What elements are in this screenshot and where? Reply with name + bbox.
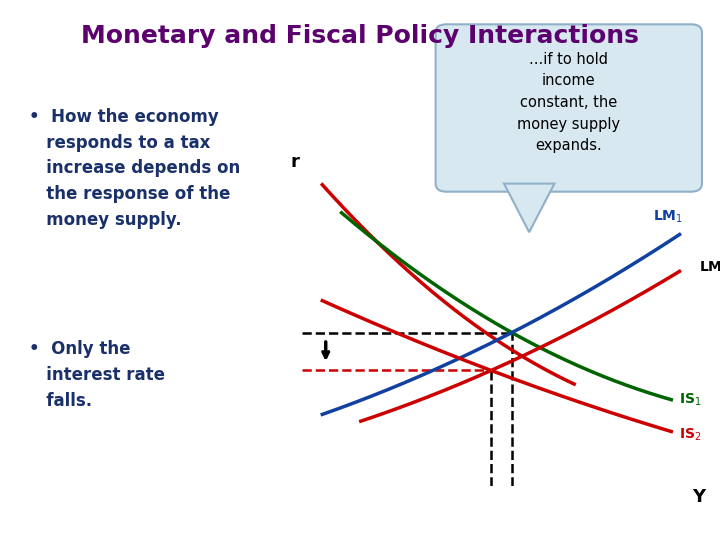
Text: •  How the economy
   responds to a tax
   increase depends on
   the response o: • How the economy responds to a tax incr… (29, 108, 240, 229)
Polygon shape (504, 184, 554, 232)
Text: ...if to hold
income
constant, the
money supply
expands.: ...if to hold income constant, the money… (517, 52, 621, 153)
Text: Y: Y (693, 488, 706, 507)
Text: IS$_2$: IS$_2$ (679, 427, 701, 443)
Text: LM$_2$: LM$_2$ (699, 260, 720, 276)
Text: r: r (290, 153, 299, 171)
Text: LM$_1$: LM$_1$ (653, 208, 683, 225)
Text: Monetary and Fiscal Policy Interactions: Monetary and Fiscal Policy Interactions (81, 24, 639, 48)
FancyBboxPatch shape (436, 24, 702, 192)
Text: •  Only the
   interest rate
   falls.: • Only the interest rate falls. (29, 340, 165, 410)
Text: IS$_1$: IS$_1$ (679, 392, 701, 408)
